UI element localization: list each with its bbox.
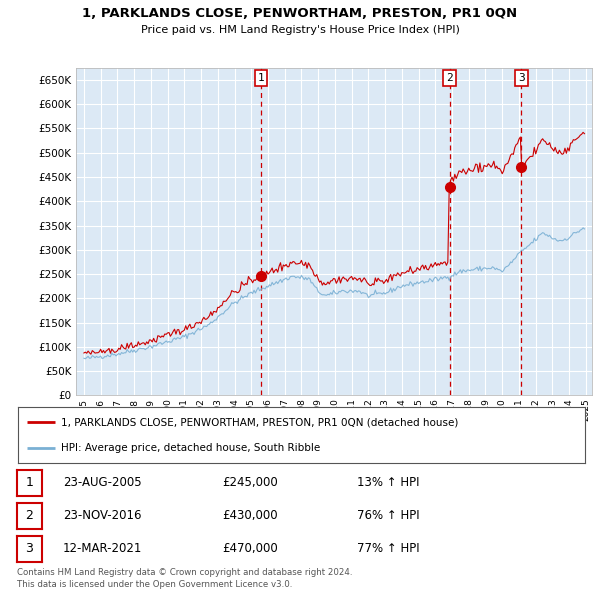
Text: £245,000: £245,000	[222, 476, 278, 489]
Text: 12-MAR-2021: 12-MAR-2021	[63, 542, 142, 555]
Text: Contains HM Land Registry data © Crown copyright and database right 2024.
This d: Contains HM Land Registry data © Crown c…	[17, 568, 352, 589]
Text: 77% ↑ HPI: 77% ↑ HPI	[357, 542, 419, 555]
Text: HPI: Average price, detached house, South Ribble: HPI: Average price, detached house, Sout…	[61, 443, 320, 453]
Text: 1, PARKLANDS CLOSE, PENWORTHAM, PRESTON, PR1 0QN: 1, PARKLANDS CLOSE, PENWORTHAM, PRESTON,…	[82, 7, 518, 20]
Text: 2: 2	[446, 73, 453, 83]
Text: 76% ↑ HPI: 76% ↑ HPI	[357, 509, 419, 522]
Text: 23-NOV-2016: 23-NOV-2016	[63, 509, 142, 522]
Text: 23-AUG-2005: 23-AUG-2005	[63, 476, 142, 489]
Text: 1, PARKLANDS CLOSE, PENWORTHAM, PRESTON, PR1 0QN (detached house): 1, PARKLANDS CLOSE, PENWORTHAM, PRESTON,…	[61, 417, 458, 427]
Text: 1: 1	[258, 73, 265, 83]
Text: £470,000: £470,000	[222, 542, 278, 555]
Text: 2: 2	[25, 509, 34, 522]
Text: 1: 1	[25, 476, 34, 489]
Text: 3: 3	[25, 542, 34, 555]
Text: 13% ↑ HPI: 13% ↑ HPI	[357, 476, 419, 489]
Text: Price paid vs. HM Land Registry's House Price Index (HPI): Price paid vs. HM Land Registry's House …	[140, 25, 460, 35]
Text: 3: 3	[518, 73, 525, 83]
Text: £430,000: £430,000	[222, 509, 278, 522]
